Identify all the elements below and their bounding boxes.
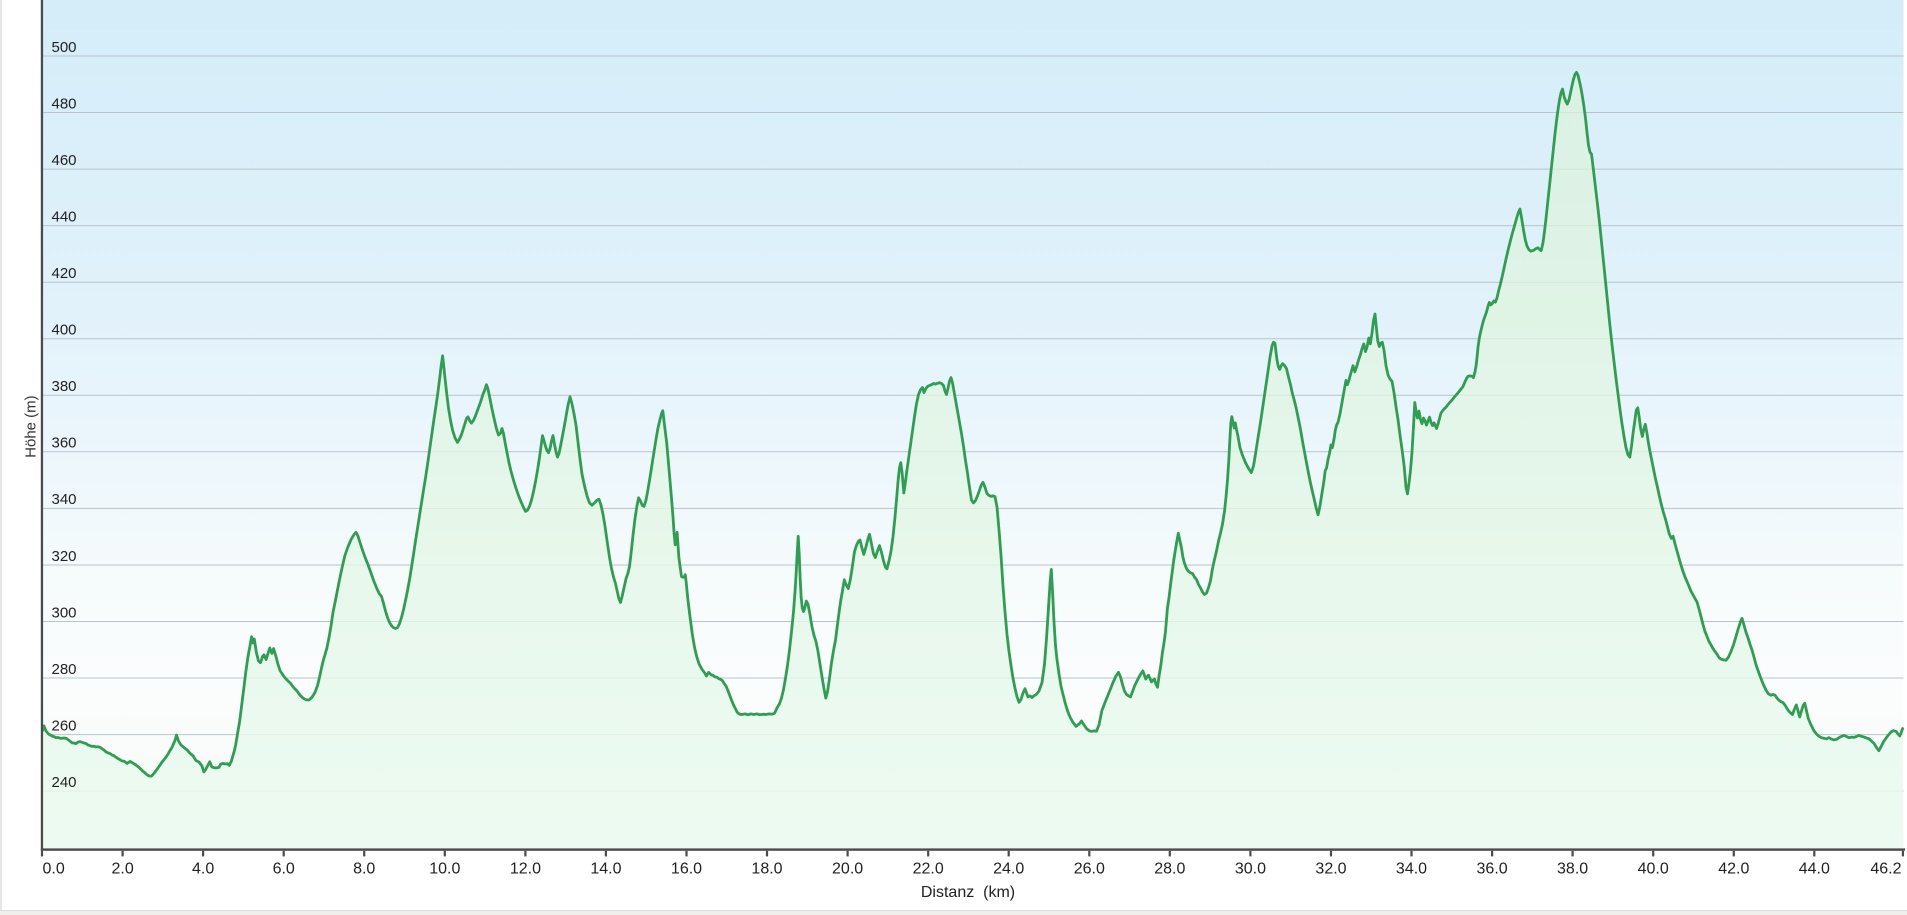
svg-text:360: 360 <box>52 435 77 452</box>
svg-text:40.0: 40.0 <box>1638 861 1669 878</box>
svg-text:2.0: 2.0 <box>111 861 133 878</box>
svg-text:320: 320 <box>52 548 77 565</box>
svg-text:240: 240 <box>52 774 77 791</box>
svg-text:16.0: 16.0 <box>671 861 702 878</box>
svg-text:4.0: 4.0 <box>192 861 214 878</box>
svg-text:22.0: 22.0 <box>913 861 944 878</box>
svg-text:28.0: 28.0 <box>1154 861 1185 878</box>
svg-text:280: 280 <box>52 661 77 678</box>
svg-text:0.0: 0.0 <box>43 861 65 878</box>
svg-text:20.0: 20.0 <box>832 861 863 878</box>
svg-text:18.0: 18.0 <box>751 861 782 878</box>
svg-text:420: 420 <box>52 265 77 282</box>
svg-text:34.0: 34.0 <box>1396 861 1427 878</box>
svg-text:26.0: 26.0 <box>1074 861 1105 878</box>
svg-text:30.0: 30.0 <box>1235 861 1266 878</box>
svg-text:340: 340 <box>52 491 77 508</box>
svg-text:38.0: 38.0 <box>1557 861 1588 878</box>
svg-text:44.0: 44.0 <box>1799 861 1830 878</box>
svg-text:6.0: 6.0 <box>273 861 295 878</box>
svg-text:Distanz (km): Distanz (km) <box>921 884 1015 901</box>
svg-text:500: 500 <box>52 39 77 56</box>
svg-text:24.0: 24.0 <box>993 861 1024 878</box>
svg-text:10.0: 10.0 <box>429 861 460 878</box>
svg-text:42.0: 42.0 <box>1718 861 1749 878</box>
svg-text:400: 400 <box>52 322 77 339</box>
svg-text:Höhe (m): Höhe (m) <box>23 395 40 458</box>
svg-text:380: 380 <box>52 378 77 395</box>
svg-text:46.2: 46.2 <box>1870 861 1901 878</box>
svg-text:480: 480 <box>52 95 77 112</box>
svg-text:300: 300 <box>52 604 77 621</box>
svg-text:14.0: 14.0 <box>590 861 621 878</box>
svg-text:260: 260 <box>52 717 77 734</box>
svg-text:440: 440 <box>52 208 77 225</box>
svg-text:12.0: 12.0 <box>510 861 541 878</box>
svg-text:36.0: 36.0 <box>1477 861 1508 878</box>
svg-text:460: 460 <box>52 152 77 169</box>
svg-text:8.0: 8.0 <box>353 861 375 878</box>
svg-text:32.0: 32.0 <box>1315 861 1346 878</box>
